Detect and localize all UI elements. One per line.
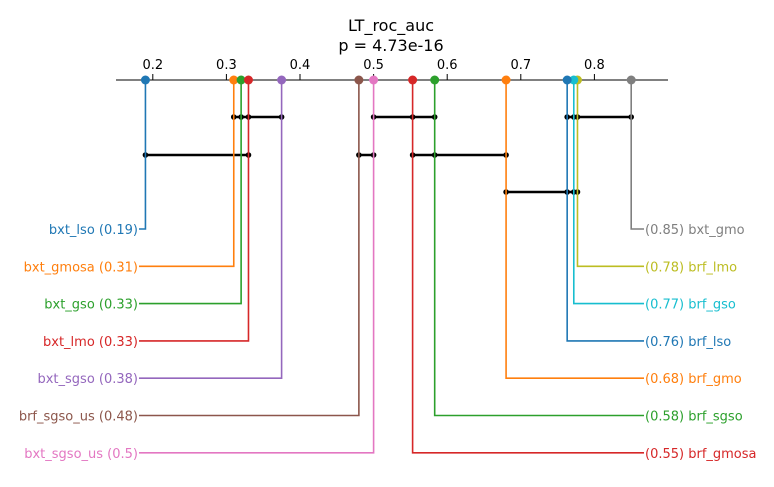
stem-bxt_gmo	[630, 80, 644, 230]
tick-label: 0.7	[510, 58, 531, 73]
stem-brf_gmo	[505, 80, 644, 380]
rank-marker-brf_sgso	[430, 75, 440, 85]
label-bxt_sgso: bxt_sgso (0.38)	[37, 372, 138, 387]
rank-marker-brf_gso	[569, 75, 579, 85]
label-bxt_lso: bxt_lso (0.19)	[49, 223, 138, 238]
label-bxt_sgso_us: bxt_sgso_us (0.5)	[24, 447, 138, 462]
chart-title: LT_roc_auc	[348, 16, 434, 36]
tick-label: 0.8	[584, 58, 605, 73]
rank-marker-bxt_gmo	[626, 75, 636, 85]
tick-label: 0.2	[142, 58, 163, 73]
stem-bxt_sgso	[139, 80, 283, 380]
rank-marker-bxt_lso	[140, 75, 150, 85]
stem-brf_lso	[566, 80, 644, 342]
label-brf_gmosa: (0.55) brf_gmosa	[645, 447, 757, 462]
rank-marker-bxt_sgso	[277, 75, 287, 85]
rank-marker-bxt_lmo	[243, 75, 253, 85]
tick-group: 0.2 0.3 0.4 0.5 0.6 0.7 0.8	[142, 58, 605, 80]
rank-marker-bxt_gso	[236, 75, 246, 85]
stem-brf_gmosa	[411, 80, 644, 454]
label-brf_sgso: (0.58) brf_sgso	[645, 410, 743, 425]
label-bxt_lmo: bxt_lmo (0.33)	[43, 335, 138, 350]
label-bxt_gmo: (0.85) bxt_gmo	[645, 223, 745, 238]
tick-label: 0.3	[216, 58, 237, 73]
stem-brf_gso	[572, 80, 644, 305]
stems: bxt_lso (0.19) bxt_gmosa (0.31) bxt_gso (0…	[19, 75, 757, 462]
label-bxt_gmosa: bxt_gmosa (0.31)	[24, 260, 138, 275]
rank-marker-brf_lso	[562, 75, 572, 85]
clique-bars	[142, 114, 634, 195]
label-brf_lmo: (0.78) brf_lmo	[645, 260, 737, 275]
stem-brf_sgso	[433, 80, 644, 417]
rank-marker-bxt_sgso_us	[369, 75, 379, 85]
label-bxt_gso: bxt_gso (0.33)	[44, 298, 138, 313]
label-brf_gso: (0.77) brf_gso	[645, 298, 736, 313]
stem-bxt_lso	[139, 80, 147, 230]
label-brf_sgso_us: brf_sgso_us (0.48)	[19, 410, 138, 425]
stem-bxt_sgso_us	[139, 80, 375, 454]
stem-bxt_gmosa	[139, 80, 235, 268]
tick-label: 0.4	[290, 58, 311, 73]
rank-marker-brf_gmo	[501, 75, 511, 85]
stem-brf_lmo	[576, 80, 644, 268]
label-brf_gmo: (0.68) brf_gmo	[645, 372, 742, 387]
stem-brf_sgso_us	[139, 80, 360, 417]
label-brf_lso: (0.76) brf_lso	[645, 335, 731, 350]
stem-bxt_gso	[139, 80, 242, 305]
chart-subtitle: p = 4.73e-16	[338, 36, 443, 55]
rank-marker-bxt_gmosa	[229, 75, 239, 85]
tick-label: 0.6	[437, 58, 458, 73]
stem-bxt_lmo	[139, 80, 250, 342]
rank-marker-brf_sgso_us	[354, 75, 364, 85]
tick-label: 0.5	[363, 58, 384, 73]
rank-marker-brf_gmosa	[408, 75, 418, 85]
